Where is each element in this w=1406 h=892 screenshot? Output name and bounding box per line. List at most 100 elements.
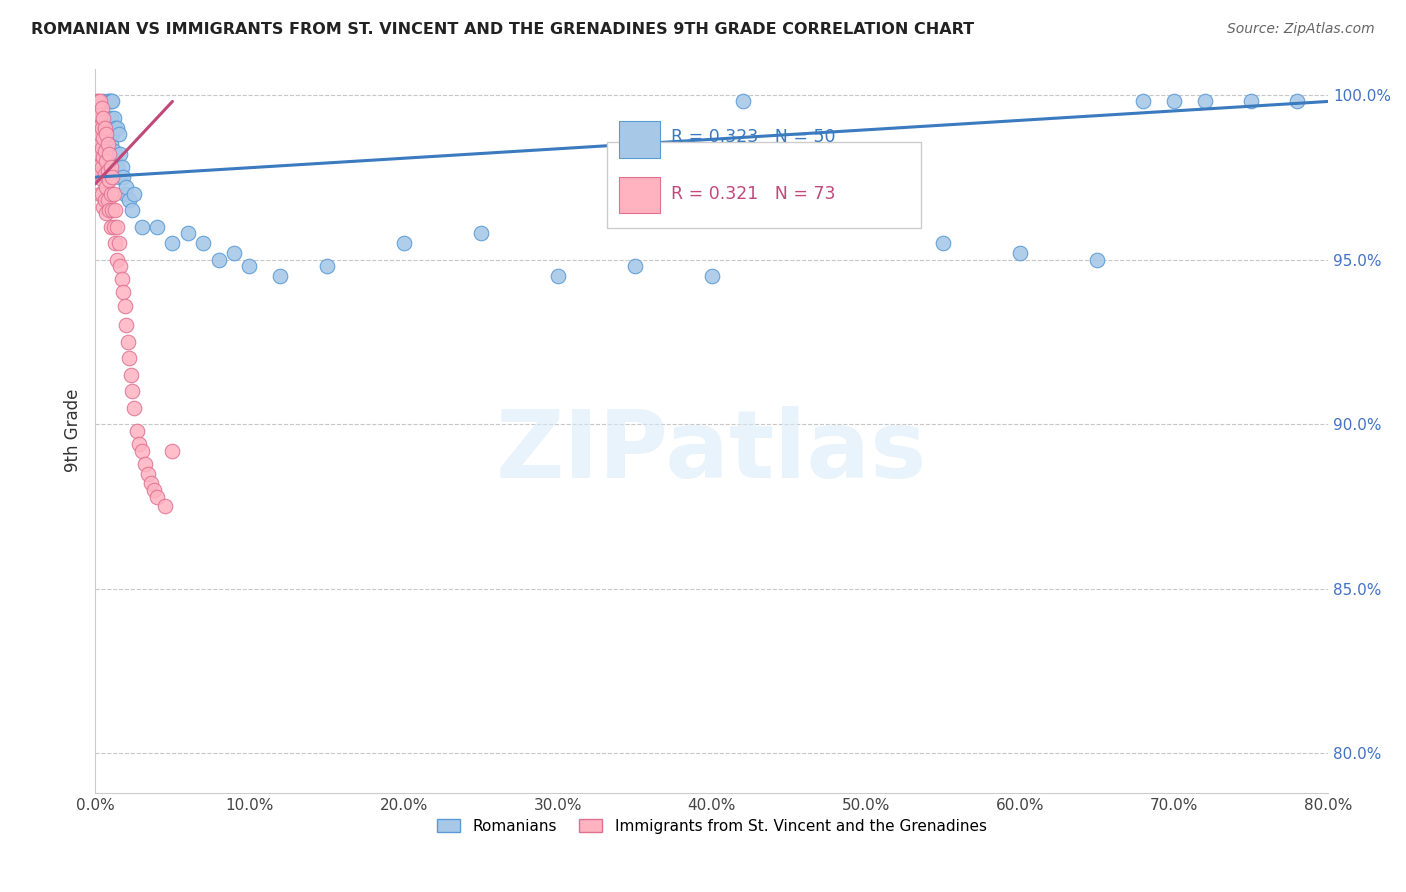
Point: [96, 153, 118, 168]
Point: [100, 161, 122, 175]
Point: [98, 120, 121, 135]
Point: [89, 167, 111, 181]
Point: [86, 104, 108, 119]
Point: [238, 259, 260, 273]
Point: [143, 483, 166, 497]
Point: [932, 235, 955, 250]
Point: [114, 186, 136, 201]
Text: R = 0.321   N = 73: R = 0.321 N = 73: [671, 185, 835, 202]
Point: [118, 351, 141, 366]
Point: [108, 259, 131, 273]
Point: [139, 476, 162, 491]
Point: [86, 114, 108, 128]
Point: [1008, 246, 1031, 260]
Point: [1194, 95, 1216, 109]
Point: [103, 219, 125, 234]
Legend: Romanians, Immigrants from St. Vincent and the Grenadines: Romanians, Immigrants from St. Vincent a…: [430, 813, 993, 839]
Point: [107, 128, 129, 142]
Point: [222, 246, 245, 260]
Point: [131, 219, 153, 234]
Text: ROMANIAN VS IMMIGRANTS FROM ST. VINCENT AND THE GRENADINES 9TH GRADE CORRELATION: ROMANIAN VS IMMIGRANTS FROM ST. VINCENT …: [31, 22, 974, 37]
Point: [93, 167, 115, 181]
Text: R = 0.323   N = 50: R = 0.323 N = 50: [671, 128, 835, 146]
Point: [90, 186, 112, 201]
Point: [153, 500, 176, 514]
Point: [115, 318, 138, 333]
Point: [87, 147, 110, 161]
Point: [93, 193, 115, 207]
Point: [100, 219, 122, 234]
Point: [118, 193, 141, 207]
Point: [1132, 95, 1154, 109]
Point: [101, 170, 124, 185]
Point: [125, 424, 148, 438]
Point: [700, 268, 723, 283]
Point: [105, 120, 128, 135]
Point: [98, 203, 121, 218]
Point: [103, 186, 125, 201]
Point: [121, 384, 143, 399]
Point: [112, 170, 135, 185]
Point: [89, 108, 111, 122]
Point: [86, 140, 108, 154]
Point: [100, 111, 122, 125]
Point: [91, 150, 114, 164]
Point: [120, 368, 142, 382]
Bar: [619, 178, 659, 213]
Point: [315, 259, 337, 273]
Point: [90, 120, 112, 135]
Point: [105, 252, 128, 267]
Point: [208, 252, 231, 267]
Point: [1286, 95, 1309, 109]
Point: [91, 95, 114, 109]
Point: [115, 180, 138, 194]
Point: [89, 128, 111, 142]
Point: [98, 95, 121, 109]
Point: [89, 95, 111, 109]
Point: [87, 120, 110, 135]
Point: [136, 467, 159, 481]
Point: [87, 161, 110, 175]
Point: [1163, 95, 1185, 109]
Point: [547, 268, 569, 283]
Point: [131, 443, 153, 458]
Point: [87, 134, 110, 148]
Point: [96, 206, 118, 220]
Point: [91, 111, 114, 125]
Point: [470, 226, 492, 240]
Point: [97, 111, 120, 125]
Point: [97, 95, 120, 109]
Point: [103, 111, 125, 125]
Point: [177, 226, 200, 240]
Point: [97, 193, 120, 207]
Point: [731, 95, 754, 109]
Point: [392, 235, 415, 250]
Point: [128, 437, 150, 451]
Point: [98, 173, 121, 187]
Point: [96, 180, 118, 194]
Point: [104, 203, 127, 218]
FancyBboxPatch shape: [607, 143, 921, 227]
Point: [107, 170, 129, 185]
Point: [93, 120, 115, 135]
Point: [1240, 95, 1263, 109]
Point: [104, 235, 127, 250]
Point: [86, 128, 108, 142]
Point: [90, 161, 112, 175]
Point: [87, 108, 110, 122]
Point: [90, 140, 112, 154]
Point: [134, 457, 156, 471]
Point: [105, 219, 128, 234]
Point: [91, 130, 114, 145]
Point: [91, 173, 114, 187]
Point: [86, 95, 108, 109]
Point: [91, 200, 114, 214]
Point: [122, 401, 145, 415]
Point: [162, 443, 184, 458]
Point: [105, 161, 128, 175]
Point: [97, 137, 120, 152]
Point: [101, 128, 124, 142]
Point: [146, 219, 169, 234]
Point: [93, 144, 115, 158]
Point: [110, 272, 132, 286]
